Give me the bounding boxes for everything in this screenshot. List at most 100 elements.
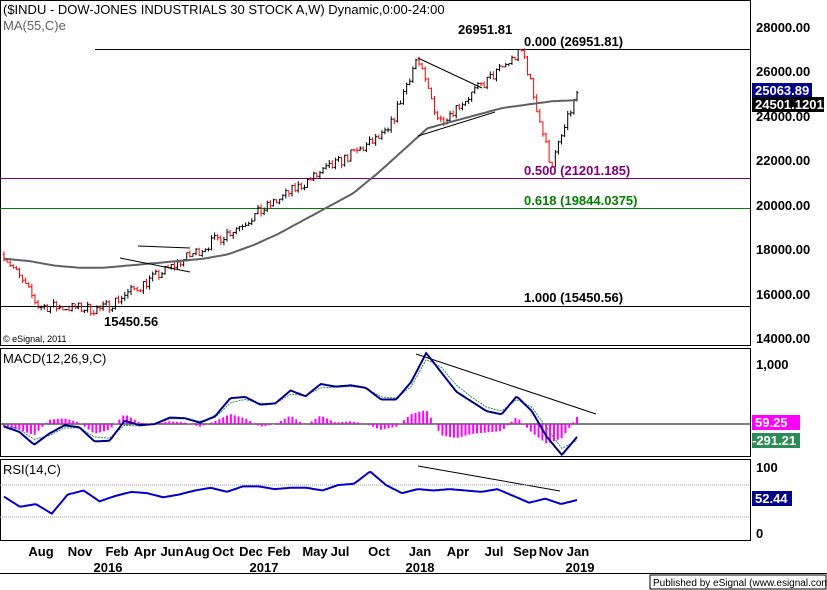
macd-y-tick-1000: 1,000 (756, 357, 789, 372)
price-bar (420, 62, 424, 70)
x-tick-label: Jun (160, 544, 183, 559)
price-bar (553, 150, 557, 168)
price-bar (507, 63, 511, 67)
price-bar (306, 178, 310, 188)
fib-1000-label: 1.000 (15450.56) (524, 290, 623, 305)
price-bar (529, 73, 533, 80)
price-bar (352, 148, 356, 152)
price-bar (519, 48, 523, 52)
price-bar (299, 182, 303, 191)
fib-0-label: 0.000 (26951.81) (524, 34, 623, 49)
rsi-line (3, 470, 578, 515)
price-bar (30, 284, 34, 299)
x-tick-label: Jan (409, 544, 431, 559)
x-tick-label: Sep (513, 544, 537, 559)
rsi-title: RSI(14,C) (3, 462, 61, 477)
price-bar (157, 269, 161, 280)
trendlines (0, 57, 750, 492)
last-price-tag-bg (752, 83, 812, 98)
price-bar (494, 68, 498, 82)
price-bar (268, 200, 272, 210)
rsi-tag: 52.44 (755, 491, 788, 506)
price-bar (132, 285, 136, 291)
price-bar (337, 156, 341, 163)
rsi-y-tick-100: 100 (756, 460, 778, 475)
price-bar (498, 63, 502, 72)
price-bar (386, 127, 390, 133)
price-bar (148, 275, 152, 290)
price-bar (67, 306, 71, 312)
price-bar (262, 207, 266, 216)
price-bar (188, 250, 192, 258)
price-bar (259, 204, 263, 217)
ma-label: MA(55,C)e (3, 18, 66, 33)
x-year-label: 2017 (250, 560, 279, 575)
rsi-trendline (417, 465, 561, 492)
price-bar (129, 284, 133, 295)
price-bar (55, 301, 59, 312)
price-bar (473, 85, 477, 94)
price-bar (11, 264, 15, 269)
price-bar (296, 181, 300, 193)
price-bar (27, 282, 31, 288)
x-tick-label: Nov (68, 544, 93, 559)
x-tick-label: Apr (447, 544, 469, 559)
price-bar (482, 81, 486, 89)
price-bar (488, 71, 492, 80)
price-bar (463, 100, 467, 107)
price-bar (454, 105, 458, 119)
price-bar (278, 198, 282, 205)
x-tick-label: Dec (239, 544, 263, 559)
chart-title: ($INDU - DOW-JONES INDUSTRIALS 30 STOCK … (3, 2, 445, 17)
x-year-label: 2019 (566, 560, 595, 575)
macd-title: MACD(12,26,9,C) (3, 351, 106, 366)
copyright: © eSignal, 2011 (3, 334, 67, 344)
price-bar (566, 110, 570, 131)
price-bar (380, 130, 384, 140)
price-bar (367, 136, 371, 146)
y-tick-22000: 22000.00 (756, 153, 810, 168)
price-bar (61, 306, 65, 311)
price-bar (275, 199, 279, 204)
price-bar (101, 301, 105, 311)
price-bar (516, 48, 520, 61)
price-bar (48, 306, 52, 314)
price-bar (485, 76, 489, 90)
price-bar (64, 308, 68, 311)
price-bar (398, 100, 402, 105)
price-bar (479, 82, 483, 87)
price-bar (569, 110, 573, 117)
price-bar (312, 171, 316, 182)
rsi-levels (0, 484, 750, 518)
price-bar (86, 301, 90, 313)
x-axis: Aug Nov Feb Apr Jun Aug Oct Dec Feb May Jul Oct Jan A… (28, 544, 594, 575)
price-bar (271, 198, 275, 207)
price-bar (203, 248, 207, 253)
price-panel (0, 0, 751, 346)
price-bar (547, 139, 551, 163)
price-bar (114, 297, 118, 310)
price-bar (550, 161, 554, 168)
price-bar (247, 221, 251, 226)
price-bar (17, 267, 21, 279)
price-bar (411, 66, 415, 83)
price-bar (237, 226, 241, 232)
price-bar (253, 213, 257, 222)
price-bar (104, 300, 108, 306)
price-bar (58, 304, 62, 310)
fibonacci-lines (0, 49, 750, 307)
price-bar (219, 235, 223, 246)
footer-credit: Published by eSignal (www.esignal.com) (653, 578, 827, 589)
price-bar (429, 87, 433, 100)
price-bar (457, 103, 461, 110)
trendline-2018-lower (417, 111, 496, 137)
y-tick-20000: 20000.00 (756, 198, 810, 213)
price-bar (355, 147, 359, 154)
price-bar (206, 247, 210, 252)
macd-tag: -291.21 (752, 433, 796, 448)
footer-box (649, 574, 827, 590)
trendline-2016-upper (119, 257, 191, 273)
price-bar (210, 235, 214, 251)
last-ma-tag-bg (752, 97, 824, 112)
price-bar (572, 98, 576, 115)
